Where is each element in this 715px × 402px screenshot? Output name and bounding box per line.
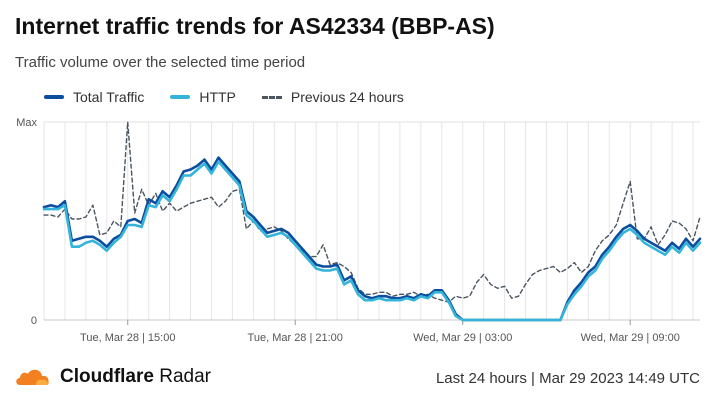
- x-tick-label: Wed, Mar 29 | 09:00: [581, 332, 680, 344]
- legend-swatch-http: [170, 95, 191, 99]
- legend-label-total-traffic: Total Traffic: [73, 89, 145, 105]
- series-line-total-traffic: [42, 156, 702, 322]
- traffic-line-chart: 0 Max Tue, Mar 28 | 15:00 Tue, Mar 28 | 21:…: [16, 117, 702, 344]
- y-tick-label: Max: [16, 117, 37, 129]
- brand-wordmark: Cloudflare Radar: [60, 366, 211, 388]
- series-line-http: [42, 160, 702, 322]
- legend-label-previous-24-hours: Previous 24 hours: [290, 89, 404, 105]
- cloudflare-radar-logo: Cloudflare Radar: [14, 366, 211, 388]
- chart-subtitle: Traffic volume over the selected time pe…: [15, 54, 306, 71]
- brand-product: Radar: [159, 366, 211, 387]
- legend-label-http: HTTP: [199, 89, 236, 105]
- x-tick-label: Tue, Mar 28 | 21:00: [248, 332, 343, 344]
- x-tick-label: Wed, Mar 29 | 03:00: [413, 332, 512, 344]
- x-tick-label: Tue, Mar 28 | 15:00: [80, 332, 175, 344]
- legend: Total Traffic HTTP Previous 24 hours: [44, 89, 430, 105]
- legend-item-http[interactable]: HTTP: [170, 89, 236, 105]
- legend-swatch-total-traffic: [44, 95, 64, 99]
- y-tick-label: 0: [31, 315, 37, 327]
- brand-name: Cloudflare: [60, 366, 154, 387]
- legend-swatch-previous-24-hours: [261, 95, 282, 99]
- legend-item-previous-24-hours[interactable]: Previous 24 hours: [261, 89, 404, 105]
- chart-title: Internet traffic trends for AS42334 (BBP…: [15, 13, 495, 39]
- timestamp-label: Last 24 hours | Mar 29 2023 14:49 UTC: [435, 370, 700, 387]
- cloudflare-cloud-icon: [16, 369, 49, 385]
- legend-item-total-traffic[interactable]: Total Traffic: [44, 89, 144, 105]
- series-line-previous-24-hours: [43, 121, 701, 303]
